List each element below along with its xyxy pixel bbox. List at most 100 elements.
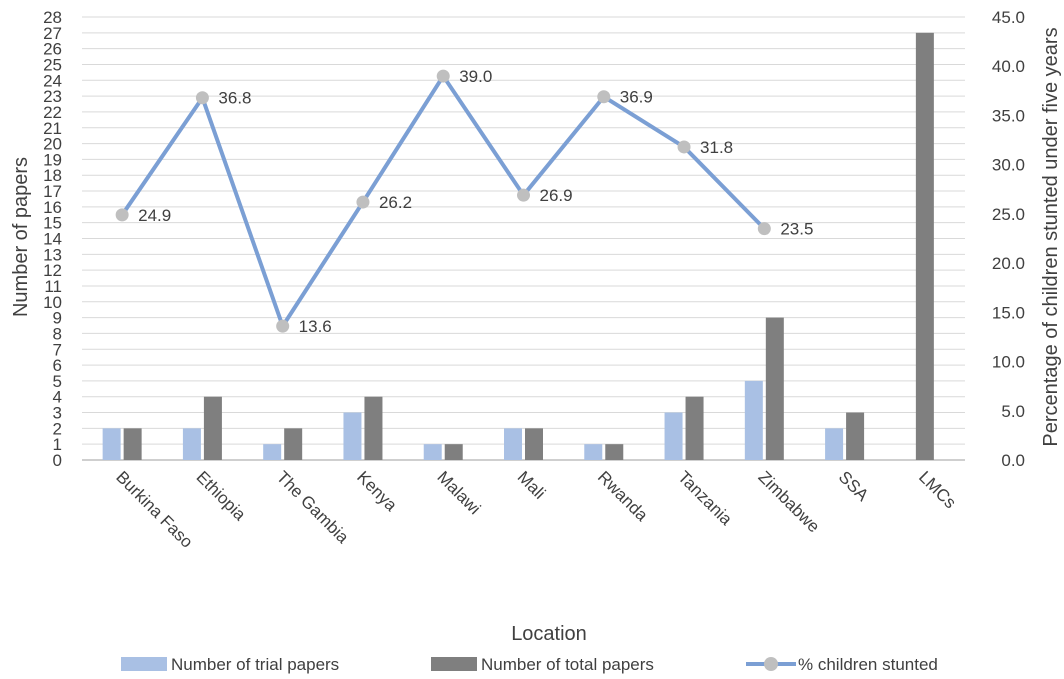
- category-label: Ethiopia: [193, 467, 250, 524]
- stunting-point: [356, 195, 370, 209]
- y-tick-label: 16: [43, 198, 62, 217]
- stunting-line: 24.9 36.8 13.6 26.2 39.0 26.9 36.9 31.8 23.5: [115, 67, 813, 336]
- bar-trial-papers: [584, 444, 603, 460]
- y-tick-label: 11: [44, 277, 62, 296]
- stunting-data-label: 36.8: [218, 89, 251, 108]
- bar-total-papers: [444, 444, 463, 460]
- category-label: Zimbabwe: [754, 467, 823, 536]
- bar-trial-papers: [102, 428, 121, 460]
- category-label: LMCs: [915, 467, 960, 512]
- category-label: Malawi: [433, 467, 484, 518]
- y2-tick-label: 40.0: [992, 57, 1025, 76]
- y-tick-label: 17: [43, 182, 62, 201]
- y-tick-label: 25: [43, 55, 62, 74]
- legend-swatch-trial: [121, 657, 167, 671]
- y-tick-label: 27: [43, 24, 62, 43]
- category-label: The Gambia: [273, 467, 353, 547]
- stunting-data-label: 26.9: [540, 186, 573, 205]
- stunting-point: [517, 188, 530, 202]
- bar-trial-papers: [664, 412, 683, 460]
- bars: [102, 32, 934, 460]
- y2-tick-label: 35.0: [992, 106, 1025, 125]
- stunting-point: [597, 90, 611, 104]
- y-tick-label: 24: [43, 71, 62, 90]
- category-label: SSA: [835, 467, 873, 505]
- stunting-point: [115, 208, 129, 222]
- y-tick-label: 6: [53, 356, 62, 375]
- stunting-point: [677, 140, 691, 154]
- y-tick-label: 1: [53, 435, 62, 454]
- y-tick-label: 8: [53, 324, 62, 343]
- y-tick-label: 2: [53, 419, 62, 438]
- bar-total-papers: [525, 428, 543, 460]
- y2-tick-label: 25.0: [992, 205, 1025, 224]
- gridlines: [82, 16, 965, 461]
- y-tick-label: 7: [53, 340, 62, 359]
- y2-tick-label: 45.0: [992, 8, 1025, 27]
- category-label: Burkina Faso: [112, 467, 196, 551]
- category-label: Tanzania: [674, 467, 736, 529]
- category-label: Mali: [514, 467, 549, 502]
- stunting-point: [757, 222, 771, 236]
- category-label: Rwanda: [594, 467, 652, 525]
- y2-tick-label: 15.0: [992, 303, 1025, 322]
- stunting-data-label: 39.0: [459, 67, 492, 86]
- stunting-point: [195, 91, 209, 105]
- stunting-data-label: 26.2: [379, 193, 412, 212]
- bar-trial-papers: [825, 428, 844, 460]
- legend-label-total: Number of total papers: [481, 655, 654, 674]
- y-tick-label: 21: [43, 119, 62, 138]
- legend-label-stunted: % children stunted: [798, 655, 938, 674]
- y2-tick-label: 10.0: [992, 353, 1025, 372]
- y-tick-label: 18: [43, 166, 62, 185]
- y-tick-label: 9: [53, 309, 62, 328]
- stunting-line-path: [120, 74, 766, 329]
- bar-trial-papers: [343, 412, 362, 460]
- y2-tick-label: 30.0: [992, 156, 1025, 175]
- left-axis-ticks: 0123456789101112131415161718192021222324…: [43, 8, 62, 470]
- y-tick-label: 23: [43, 87, 62, 106]
- stunting-data-label: 36.9: [620, 88, 653, 107]
- legend-label-trial: Number of trial papers: [171, 655, 339, 674]
- bar-trial-papers: [263, 444, 282, 460]
- y-tick-label: 19: [43, 150, 62, 169]
- y-tick-label: 4: [53, 388, 62, 407]
- y-tick-label: 15: [43, 214, 62, 233]
- stunting-point: [436, 69, 450, 83]
- stunting-data-label: 24.9: [138, 206, 171, 225]
- bar-total-papers: [605, 444, 624, 460]
- y-tick-label: 5: [53, 372, 62, 391]
- x-axis-title: Location: [511, 623, 587, 645]
- bar-trial-papers: [744, 380, 763, 460]
- bar-total-papers: [284, 428, 303, 460]
- stunting-data-label: 31.8: [700, 138, 733, 157]
- stunting-data-label: 13.6: [299, 317, 332, 336]
- bar-total-papers: [915, 32, 934, 460]
- bar-trial-papers: [423, 444, 442, 460]
- y-tick-label: 28: [43, 8, 62, 27]
- stunting-point: [276, 319, 290, 333]
- stunting-data-label: 23.5: [780, 220, 813, 239]
- bar-total-papers: [846, 412, 865, 460]
- y-tick-label: 26: [43, 40, 62, 59]
- y2-tick-label: 0.0: [1001, 451, 1025, 470]
- bar-trial-papers: [504, 428, 522, 460]
- y-axis-title: Number of papers: [10, 157, 32, 317]
- y2-tick-label: 20.0: [992, 254, 1025, 273]
- y-tick-label: 12: [43, 261, 62, 280]
- right-axis-ticks: 0.0 5.0 10.0 15.0 20.0 25.0 30.0 35.0 40.0 45.0: [992, 8, 1025, 470]
- legend: Number of trial papers Number of total p…: [121, 655, 938, 674]
- y-tick-label: 14: [43, 230, 62, 249]
- y2-axis-title: Percentage of children stunted under fiv…: [1040, 27, 1062, 446]
- legend-swatch-total: [431, 657, 477, 671]
- bar-total-papers: [123, 428, 142, 460]
- y-tick-label: 13: [43, 245, 62, 264]
- legend-marker: [764, 657, 778, 671]
- y-tick-label: 3: [53, 404, 62, 423]
- bar-total-papers: [765, 317, 784, 460]
- bar-trial-papers: [182, 428, 201, 460]
- y-tick-label: 22: [43, 103, 62, 122]
- category-label: Kenya: [353, 467, 401, 515]
